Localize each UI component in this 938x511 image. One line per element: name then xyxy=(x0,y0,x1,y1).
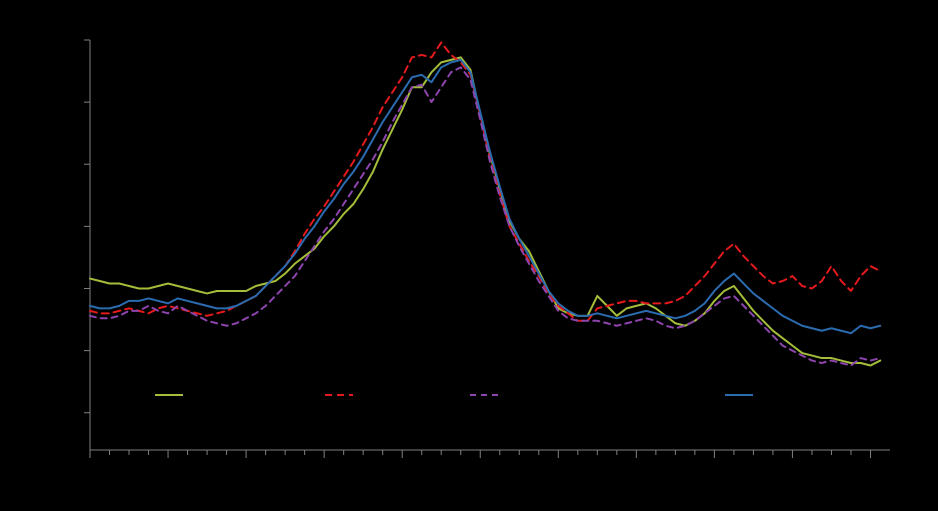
line-chart xyxy=(0,0,938,511)
